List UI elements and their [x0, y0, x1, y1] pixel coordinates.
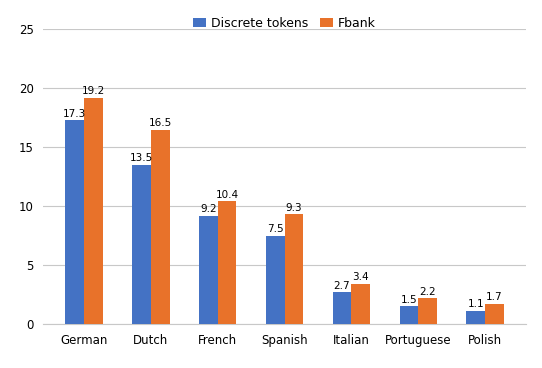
Bar — [84, 98, 103, 324]
Bar — [466, 311, 485, 324]
Bar — [65, 120, 84, 324]
Text: 1.1: 1.1 — [467, 300, 484, 309]
Bar — [399, 306, 418, 324]
Text: 17.3: 17.3 — [63, 109, 86, 119]
Text: 3.4: 3.4 — [352, 272, 369, 282]
Text: 13.5: 13.5 — [130, 153, 153, 163]
Text: 9.2: 9.2 — [200, 204, 217, 214]
Bar — [266, 236, 285, 324]
Bar — [485, 304, 504, 324]
Text: 9.3: 9.3 — [286, 203, 302, 213]
Bar — [218, 201, 236, 324]
Text: 1.7: 1.7 — [486, 293, 503, 302]
Bar — [285, 214, 304, 324]
Text: 7.5: 7.5 — [267, 224, 283, 234]
Text: 1.5: 1.5 — [401, 295, 417, 305]
Bar — [132, 165, 151, 324]
Text: 19.2: 19.2 — [82, 86, 105, 96]
Text: 10.4: 10.4 — [216, 190, 238, 200]
Bar — [351, 284, 370, 324]
Text: 2.2: 2.2 — [420, 287, 436, 297]
Bar — [333, 292, 351, 324]
Legend: Discrete tokens, Fbank: Discrete tokens, Fbank — [188, 12, 381, 35]
Text: 16.5: 16.5 — [149, 118, 172, 128]
Bar — [151, 130, 170, 324]
Bar — [199, 216, 218, 324]
Bar — [418, 298, 437, 324]
Text: 2.7: 2.7 — [334, 281, 350, 291]
